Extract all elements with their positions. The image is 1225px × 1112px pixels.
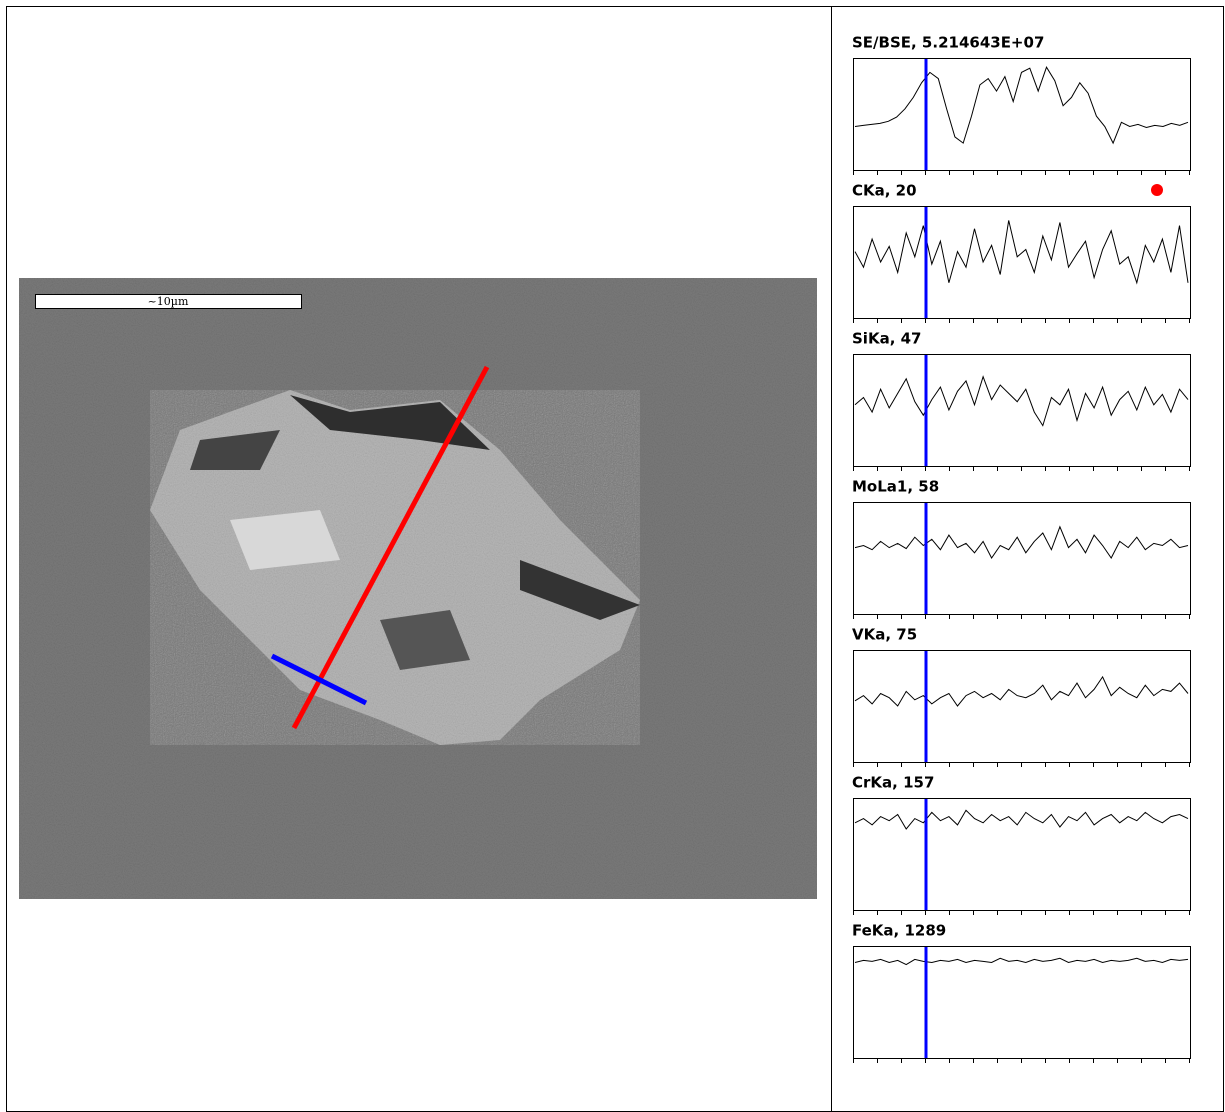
plot-box	[854, 651, 1191, 763]
sem-image: ~10µm	[19, 278, 817, 899]
plot-box	[854, 503, 1191, 615]
panel-label: FeKa, 1289	[852, 922, 946, 940]
screen: ~10µm SE/BSE, 5.214643E+07 CKa, 20 SiKa, 4…	[0, 0, 1225, 1112]
marker-dot	[1151, 184, 1163, 196]
panel-label: MoLa1, 58	[852, 478, 939, 496]
plot-box	[854, 355, 1191, 467]
plot-box	[854, 799, 1191, 911]
panel-label: VKa, 75	[852, 626, 917, 644]
panel-label: CrKa, 157	[852, 774, 934, 792]
panel-label: SiKa, 47	[852, 330, 922, 348]
scale-bar-label: ~10µm	[148, 295, 189, 308]
panel-label: CKa, 20	[852, 182, 917, 200]
panel-label: SE/BSE, 5.214643E+07	[852, 34, 1044, 52]
plot-box	[854, 59, 1191, 171]
plot-box	[854, 207, 1191, 319]
